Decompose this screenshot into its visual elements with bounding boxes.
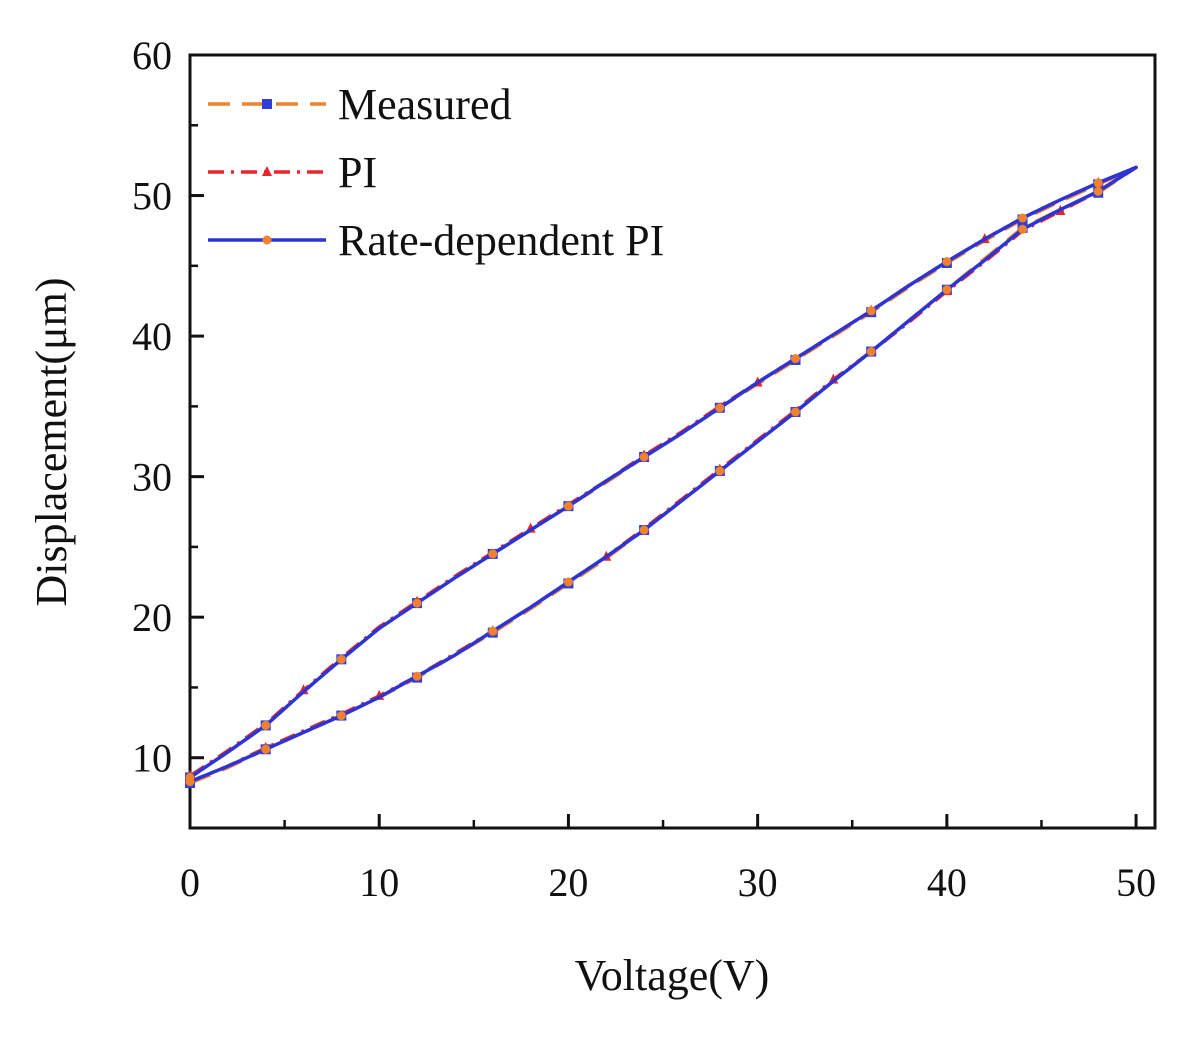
y-axis-label: Displacement(μm) [27, 277, 76, 606]
data-point [1018, 224, 1028, 234]
data-point [1018, 213, 1028, 223]
data-point [412, 671, 422, 681]
data-point [261, 720, 271, 730]
data-point [790, 407, 800, 417]
y-tick-label: 50 [132, 174, 172, 219]
data-point [942, 257, 952, 267]
y-tick-label: 30 [132, 455, 172, 500]
data-point [488, 549, 498, 559]
data-point [942, 285, 952, 295]
y-tick-label: 60 [132, 33, 172, 78]
data-point [715, 466, 725, 476]
x-tick-label: 30 [738, 860, 778, 905]
legend-label: PI [338, 148, 377, 197]
data-point [639, 525, 649, 535]
x-axis-label: Voltage(V) [575, 951, 770, 1000]
series-layer [185, 165, 1138, 789]
legend-marker [262, 235, 272, 245]
data-point [336, 654, 346, 664]
x-tick-label: 0 [180, 860, 200, 905]
y-tick-label: 40 [132, 314, 172, 359]
data-point [715, 403, 725, 413]
legend-label: Measured [338, 80, 512, 129]
series-rate-dependent-pi [185, 165, 1138, 787]
data-point [1093, 178, 1103, 188]
data-point [261, 744, 271, 754]
legend-marker [262, 166, 272, 176]
data-point [412, 598, 422, 608]
data-point [639, 452, 649, 462]
data-point [866, 347, 876, 357]
plot-area [188, 53, 1157, 830]
series-line [189, 165, 1138, 784]
legend-item: PI [208, 148, 377, 197]
data-point [563, 577, 573, 587]
y-tick-label: 20 [132, 595, 172, 640]
data-point [790, 354, 800, 364]
legend-item: Measured [208, 80, 512, 129]
data-point [1093, 186, 1103, 196]
x-tick-label: 20 [548, 860, 588, 905]
legend-item: Rate-dependent PI [208, 216, 664, 265]
data-point [866, 306, 876, 316]
x-tick-label: 40 [927, 860, 967, 905]
x-tick-label: 50 [1116, 860, 1156, 905]
data-point [563, 501, 573, 511]
legend-label: Rate-dependent PI [338, 216, 664, 265]
axis-layer: 0 10 20 30 40 50 10 20 30 40 50 60 [132, 33, 1156, 905]
data-point [185, 772, 195, 782]
data-point [488, 626, 498, 636]
x-tick-label: 10 [359, 860, 399, 905]
legend: Measured PI Rate-dependent PI [208, 80, 664, 265]
data-point [336, 711, 346, 721]
y-tick-label: 10 [132, 736, 172, 781]
legend-marker [262, 99, 272, 109]
